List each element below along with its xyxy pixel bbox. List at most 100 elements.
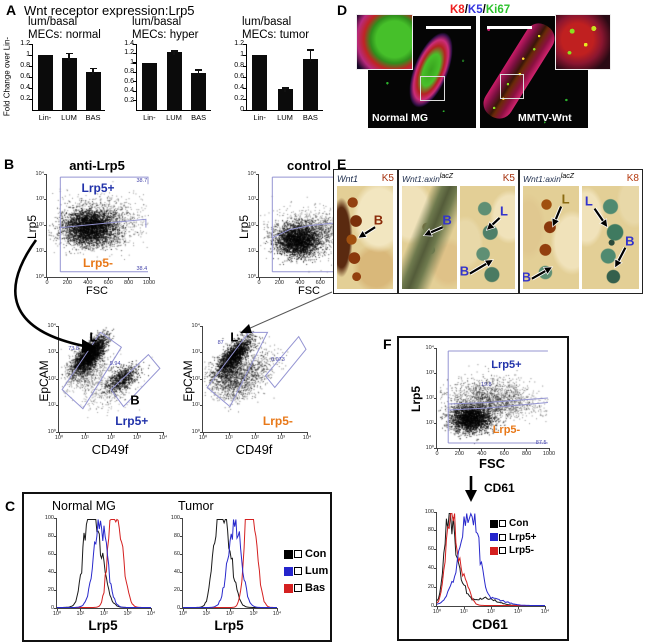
chart-title: lum/basal MECs: tumor: [242, 16, 310, 41]
micrograph-mmtv-wnt: [478, 16, 588, 128]
error-bar-cap: [306, 49, 314, 51]
x-tick-label: 10⁴: [146, 611, 156, 617]
y-tick-mark: [180, 607, 183, 609]
y-tick-label: 20: [47, 586, 54, 593]
bar: [141, 62, 157, 110]
y-tick-mark: [180, 535, 183, 537]
x-tick-mark: [228, 432, 230, 435]
gate-overlay: [447, 350, 548, 444]
y-tick-mark: [434, 422, 437, 424]
y-tick-label: 10³: [248, 196, 256, 203]
y-tick-label: 10²: [248, 222, 256, 228]
x-tick-mark: [103, 608, 105, 611]
y-tick-mark: [56, 378, 59, 380]
y-tick-mark: [54, 517, 57, 519]
x-tick-label: 10¹: [202, 611, 211, 617]
y-tick-label: 0: [240, 106, 244, 113]
x-tick-mark: [148, 277, 150, 280]
y-tick-label: 10¹: [248, 247, 256, 254]
x-tick-label: 200: [274, 280, 284, 286]
y-tick-mark: [180, 553, 183, 555]
histology-image: B: [337, 186, 393, 289]
x-axis-label: CD61: [472, 616, 508, 632]
arrow-icon: [483, 259, 495, 268]
image-label: MMTV-Wnt: [518, 112, 572, 124]
panel-a-label: A: [6, 2, 17, 18]
y-tick-label: 0.6: [124, 77, 134, 85]
hist-series-Con: [57, 519, 151, 608]
y-tick-mark: [56, 325, 59, 327]
mark-L: L: [584, 193, 593, 209]
plot-title: anti-Lrp5: [69, 158, 125, 173]
x-tick-mark: [162, 432, 164, 435]
dot-cloud-canvas: [437, 348, 549, 448]
y-tick-mark: [434, 511, 437, 513]
y-tick-label: 0.4: [124, 87, 134, 95]
y-tick-label: 60: [47, 550, 54, 557]
error-bar-cap: [195, 69, 203, 71]
legend-item-bas: Bas: [284, 582, 328, 594]
y-tick-mark: [434, 372, 437, 374]
x-tick-mark: [253, 608, 254, 611]
y-tick-label: 10²: [36, 222, 44, 228]
y-tick-mark: [200, 405, 203, 406]
arrow-overlay: [530, 205, 563, 281]
x-tick-mark: [436, 448, 438, 451]
x-tick-label: 10⁴: [158, 435, 168, 441]
k8-label: K8: [450, 4, 465, 16]
y-tick-label: 10¹: [48, 402, 56, 408]
y-tick-mark: [44, 225, 47, 226]
y-tick-label: 10¹: [426, 419, 434, 426]
mark-B: B: [442, 212, 452, 228]
plot-area: 0.2 0.4 0.6 0.8 1 1.2 1.4 Lin- LUM BAS: [124, 40, 211, 122]
panel-b-label: B: [4, 156, 15, 172]
y-tick-mark: [54, 553, 57, 555]
x-tick-mark: [84, 432, 86, 435]
annotation-384: 38.4: [136, 265, 148, 272]
bar: [252, 55, 268, 110]
y-tick-mark: [180, 517, 183, 519]
x-tick-mark: [127, 608, 128, 611]
x-tick-label: 0: [257, 280, 261, 286]
stain-label: K5: [502, 173, 515, 184]
y-tick-mark: [434, 567, 437, 569]
bar: [61, 58, 77, 110]
x-tick-label: 600: [499, 451, 509, 457]
x-tick-label: 10²: [226, 611, 234, 617]
x-tick-mark: [481, 448, 483, 451]
y-tick-mark: [243, 54, 247, 56]
arrow-icon: [357, 229, 368, 239]
bas-open-swatch-icon: [294, 584, 302, 592]
y-tick-label: 10⁴: [35, 170, 44, 177]
y-tick-mark: [434, 549, 437, 551]
y-tick-label: 1.2: [20, 40, 30, 47]
y-tick-label: 10⁰: [247, 273, 256, 280]
y-tick-label: 10³: [426, 369, 434, 376]
lrp5neg-swatch-icon: [490, 546, 498, 555]
bar-chart-normal: lum/basal MECs: normal Fold Change over …: [3, 16, 112, 128]
mark-B: B: [460, 263, 470, 279]
hist-series-Bas: [183, 519, 277, 608]
plot-area: 0 0.2 0.4 0.6 0.8 1 1.2 Lin- LUM BAS: [234, 40, 323, 122]
x-tick-mark: [299, 277, 301, 280]
plot-area: 0 200 400 600 800 1000 10⁰ 10¹ 10² 10³ 10⁴ Lrp5+ Lrp…: [36, 171, 156, 287]
x-tick-label: 10⁰: [432, 609, 442, 615]
annotation-B: B: [130, 392, 140, 408]
hist-cd61: 10⁰ 10¹ 10² 10³ 10⁴ 0 20 40 60 80 100 CD61 Con Lrp…: [406, 508, 560, 634]
annotation-Lrp5-: Lrp5-: [83, 255, 113, 270]
panel-f-label: F: [383, 336, 392, 352]
x-tick-mark: [319, 277, 321, 280]
hist-series-Lum: [183, 519, 277, 608]
gene-label: Wnt1:axinlacZ: [402, 173, 454, 184]
plot-area: 0.2 0.4 0.6 0.8 1 1.2 Lin- LUM BAS: [20, 40, 105, 122]
x-tick-mark: [87, 277, 89, 280]
con-open-swatch-icon: [499, 520, 506, 527]
x-category-label: LUM: [277, 113, 293, 122]
con-swatch-icon: [284, 549, 293, 559]
y-tick-label: 10³: [36, 196, 44, 203]
x-tick-mark: [490, 606, 492, 609]
y-tick-mark: [133, 52, 137, 55]
scale-bar: [426, 26, 471, 29]
zoom-region-box: [420, 76, 445, 101]
